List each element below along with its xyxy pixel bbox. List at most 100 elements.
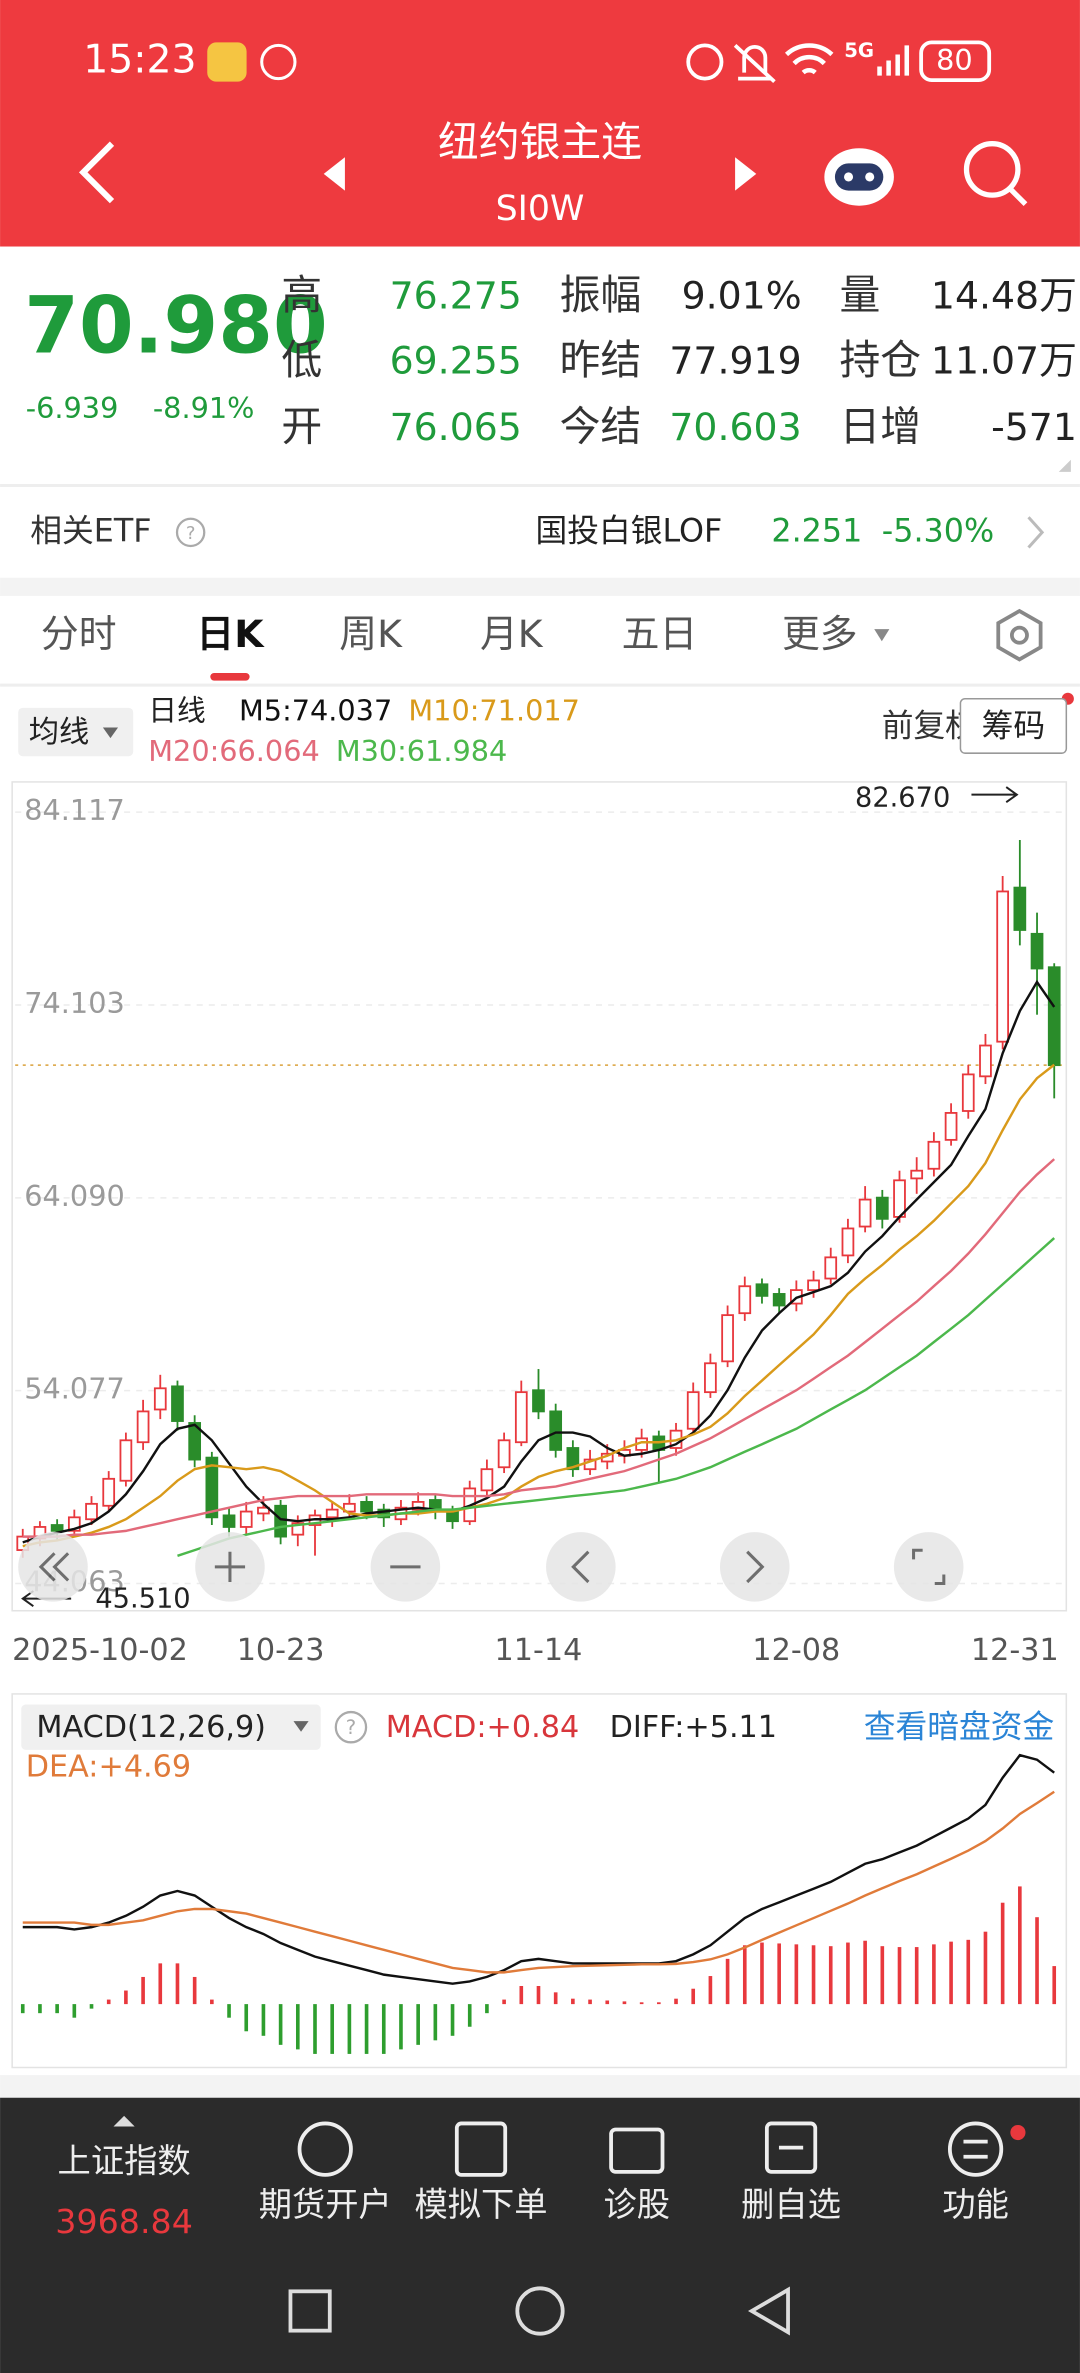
candle-body (738, 1285, 752, 1315)
nav-item[interactable]: 期货开户 (259, 2185, 392, 2224)
candle-body (239, 1510, 253, 1528)
macd-bar (777, 1943, 781, 2005)
macd-bar (485, 2004, 489, 2014)
candle-body (50, 1524, 64, 1532)
stat-value: 76.275 (390, 273, 522, 317)
network-label: 5G (844, 39, 874, 62)
home-button[interactable] (515, 2286, 565, 2336)
macd-bar (1035, 1917, 1039, 2005)
candle-body (927, 1140, 941, 1170)
macd-bar (674, 1998, 678, 2005)
prev-button[interactable] (323, 157, 345, 191)
x-tick-label: 2025-10-02 (12, 1633, 188, 1668)
tab[interactable]: 分时 (41, 612, 117, 656)
candle-body (274, 1504, 287, 1538)
etf-price: 2.251 (771, 513, 862, 549)
account-icon (297, 2121, 353, 2177)
etf-change: -5.30% (882, 513, 994, 549)
search-button[interactable] (963, 141, 1028, 207)
dea-value: DEA:+4.69 (26, 1750, 191, 1785)
stat-label: 高 (281, 271, 322, 319)
candle-body (1013, 886, 1027, 931)
nav-item[interactable]: 诊股 (604, 2185, 671, 2224)
candle-body (704, 1362, 717, 1394)
macd-bar (55, 2004, 59, 2014)
x-tick-label: 12-08 (752, 1633, 840, 1668)
macd-bar (725, 1958, 730, 2005)
nav-item[interactable]: 模拟下单 (414, 2185, 547, 2224)
macd-bar (502, 1999, 506, 2005)
etf-label: 相关ETF (30, 513, 151, 549)
recent-apps-button[interactable] (288, 2289, 332, 2333)
battery-level: 80 (936, 43, 973, 77)
tab[interactable]: 五日 (622, 612, 698, 656)
macd-bar (450, 2004, 455, 2036)
candle-body (858, 1198, 872, 1228)
macd-bar (20, 2004, 25, 2014)
candle-body (755, 1283, 769, 1297)
tab[interactable]: 日K (196, 612, 265, 656)
macd-selector[interactable] (21, 1704, 321, 1750)
assistant-button[interactable] (824, 148, 894, 206)
next-button[interactable] (735, 157, 757, 191)
back-button[interactable] (78, 141, 115, 204)
macd-bar (932, 1944, 936, 2005)
y-tick-label: 74.103 (24, 986, 125, 1020)
candle-body (910, 1169, 924, 1180)
index-name[interactable]: 上证指数 (58, 2141, 191, 2180)
scroll-left-button[interactable] (546, 1532, 616, 1602)
signal-icon (877, 45, 910, 76)
tab[interactable]: 更多 (782, 612, 858, 656)
legend-entry: M30:61.984 (336, 734, 508, 768)
macd-bar (433, 2004, 438, 2041)
macd-bar (794, 1944, 799, 2005)
more-caret (874, 629, 890, 642)
scroll-right-button[interactable] (719, 1532, 790, 1602)
alarm-icon (686, 43, 724, 81)
macd-bar (399, 2004, 403, 2050)
help-glyph: ? (346, 1716, 356, 1739)
nav-item[interactable]: 功能 (942, 2185, 1009, 2224)
dark-pool-link[interactable]: 查看暗盘资金 (864, 1710, 1055, 1746)
chips-button[interactable] (959, 697, 1068, 754)
tab[interactable]: 月K (480, 612, 544, 656)
robot-eye (865, 172, 875, 182)
legend-entry: M5:74.037 (239, 693, 392, 727)
candle-body (257, 1506, 270, 1515)
system-back-button[interactable] (747, 2286, 790, 2336)
macd-bar (536, 1986, 541, 2005)
search-handle (1008, 187, 1028, 207)
macd-bar (966, 1939, 971, 2005)
fullscreen-button[interactable] (893, 1532, 964, 1602)
candle-body (686, 1391, 700, 1430)
stat-label: 振幅 (560, 271, 642, 319)
etf-row[interactable]: 相关ETF ? 国投白银LOF 2.251 -5.30% (30, 513, 1045, 549)
macd-bar (553, 1992, 558, 2005)
macd-bar (828, 1946, 833, 2005)
macd-bar (691, 1988, 696, 2005)
candle-body (85, 1502, 98, 1521)
macd-bar (622, 2001, 627, 2005)
globe-icon (260, 43, 297, 81)
settings-button[interactable] (996, 608, 1043, 662)
candle-body (996, 890, 1010, 1043)
macd-bar (657, 2002, 661, 2005)
candle-body (205, 1456, 219, 1519)
stat-label: 今结 (560, 403, 642, 451)
candle-body (136, 1410, 150, 1444)
tab[interactable]: 周K (339, 612, 403, 656)
candle-body (807, 1279, 820, 1291)
ma-selector[interactable] (18, 707, 134, 757)
ma-line (177, 1237, 1056, 1557)
gap (0, 577, 1080, 596)
ma-line (22, 979, 1056, 1544)
legend-entry: M20:66.064 (148, 734, 320, 768)
macd-bar (278, 2004, 283, 2045)
page-title: 纽约银主连 (438, 118, 642, 166)
macd-bar (416, 2004, 420, 2045)
nav-item[interactable]: 删自选 (741, 2185, 841, 2224)
candle-body (480, 1468, 494, 1492)
macd-bar (519, 1986, 524, 2005)
stat-value: 14.48万 (931, 273, 1077, 317)
